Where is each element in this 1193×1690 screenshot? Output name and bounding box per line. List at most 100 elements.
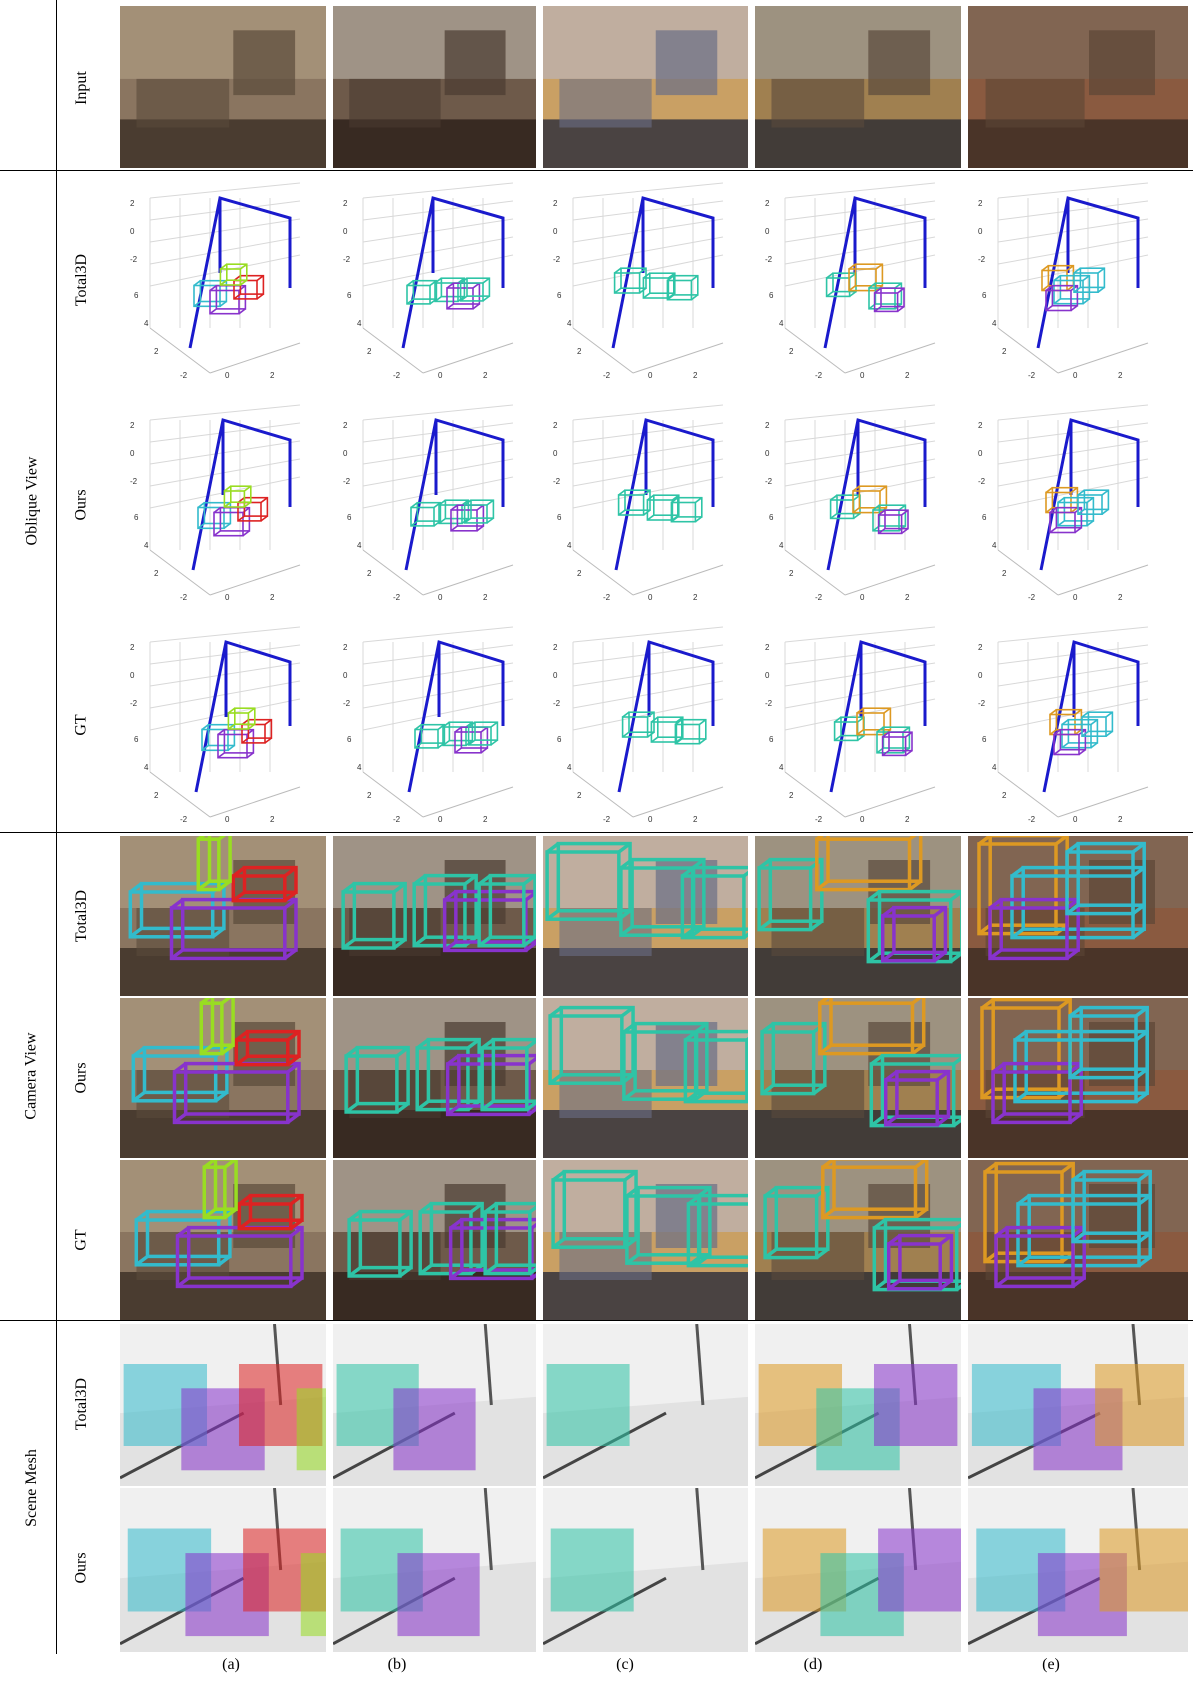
left-group-rule: [56, 0, 57, 1654]
plot-grid: [149, 182, 301, 374]
column-label-d: (d): [803, 1656, 823, 1673]
bounding-box-3d: [1077, 489, 1110, 516]
row-label-mesh-total3d: Total3D: [73, 1377, 91, 1431]
x-tick-label: 0: [1073, 593, 1078, 602]
y-tick-label: 4: [992, 319, 997, 328]
z-tick-label: 2: [130, 643, 135, 652]
x-tick-label: 0: [438, 593, 443, 602]
group-label-scene-mesh: Scene Mesh: [23, 1448, 41, 1527]
z-tick-label: -2: [130, 255, 138, 264]
room-layout-lines: [407, 640, 505, 793]
z-tick-label: 0: [130, 449, 135, 458]
x-tick-label: 0: [860, 371, 865, 380]
y-tick-label: 2: [154, 569, 159, 578]
cell-ob-ours-b: 2 0 -2 6 4 2 -2 0 2: [333, 400, 536, 606]
y-tick-label: 2: [367, 569, 372, 578]
projected-bounding-box: [815, 836, 923, 892]
x-tick-label: 0: [860, 593, 865, 602]
cell-mesh-ours-d: [755, 1488, 961, 1652]
plot-grid: [149, 404, 301, 596]
x-tick-label: 2: [483, 815, 488, 824]
bounding-box-3d: [237, 496, 269, 522]
projected-bounding-box: [686, 1193, 748, 1268]
z-tick-label: 2: [978, 643, 983, 652]
y-tick-label: 6: [134, 513, 139, 522]
y-tick-label: 4: [992, 763, 997, 772]
x-tick-label: 2: [905, 815, 910, 824]
y-tick-label: 6: [134, 735, 139, 744]
projected-bounding-box: [202, 1160, 238, 1220]
projected-bounding-box: [994, 1225, 1086, 1289]
z-tick-label: 0: [553, 671, 558, 680]
cell-cam-gt-c: [543, 1160, 748, 1320]
bounding-box-3d: [848, 263, 884, 292]
x-tick-label: 0: [648, 815, 653, 824]
z-tick-label: -2: [978, 255, 986, 264]
bounding-box-3d: [877, 509, 909, 535]
x-tick-label: 0: [225, 371, 230, 380]
cell-cam-total3d-b: [333, 836, 536, 996]
projected-bounding-box: [1065, 841, 1146, 916]
x-tick-label: -2: [393, 815, 401, 824]
cell-cam-gt-d: [755, 1160, 961, 1320]
projected-bounding-box: [175, 1225, 304, 1289]
bounding-box-3d: [617, 489, 651, 516]
cell-ob-total3d-d: 2 0 -2 6 4 2 -2 0 2: [755, 178, 961, 384]
y-tick-label: 6: [347, 513, 352, 522]
x-tick-label: 0: [438, 815, 443, 824]
row-label-input: Input: [73, 71, 90, 105]
cell-cam-ours-e: [968, 998, 1188, 1158]
projected-bounding-box: [418, 1201, 484, 1276]
column-label-e: (e): [1042, 1656, 1060, 1673]
bounding-box-3d: [621, 711, 655, 738]
cell-mesh-total3d-a: [120, 1324, 326, 1486]
z-tick-label: 2: [130, 421, 135, 430]
x-tick-label: -2: [1028, 815, 1036, 824]
cell-input-a: [120, 6, 326, 168]
y-tick-label: 2: [577, 347, 582, 356]
x-tick-label: 0: [1073, 815, 1078, 824]
bounding-box-3d: [463, 499, 495, 524]
z-tick-label: -2: [765, 699, 773, 708]
plot-grid: [997, 404, 1149, 596]
y-tick-label: 6: [769, 735, 774, 744]
x-tick-label: 0: [648, 593, 653, 602]
plot-grid: [362, 182, 514, 374]
x-tick-label: -2: [393, 371, 401, 380]
bounding-box-3d: [670, 496, 703, 523]
cell-cam-gt-e: [968, 1160, 1188, 1320]
z-tick-label: 0: [978, 671, 983, 680]
z-tick-label: 2: [765, 421, 770, 430]
group-label-camera-view: Camera View: [23, 1032, 40, 1120]
x-tick-label: 2: [1118, 815, 1123, 824]
bounding-box-3d: [666, 274, 699, 301]
z-tick-label: -2: [343, 477, 351, 486]
room-layout-lines: [404, 418, 505, 571]
projected-bounding-box: [415, 1037, 481, 1112]
x-tick-label: 0: [1073, 371, 1078, 380]
cell-ob-total3d-c: 2 0 -2 6 4 2 -2 0 2: [543, 178, 748, 384]
y-tick-label: 4: [144, 763, 149, 772]
bounding-box-3d: [1073, 267, 1106, 294]
y-tick-label: 2: [789, 347, 794, 356]
cell-mesh-ours-b: [333, 1488, 536, 1652]
bounding-box-3d: [406, 279, 438, 305]
x-tick-label: 0: [648, 371, 653, 380]
cell-ob-gt-e: 2 0 -2 6 4 2 -2 0 2: [968, 622, 1188, 828]
projected-bounding-box: [991, 1061, 1083, 1125]
projected-bounding-box: [760, 1021, 827, 1096]
y-tick-label: 4: [567, 541, 572, 550]
y-tick-label: 2: [577, 791, 582, 800]
z-tick-label: 2: [553, 421, 558, 430]
cell-ob-ours-c: 2 0 -2 6 4 2 -2 0 2: [543, 400, 748, 606]
projected-bounding-box: [683, 1029, 748, 1104]
cell-cam-total3d-d: [755, 836, 961, 996]
x-tick-label: -2: [393, 593, 401, 602]
y-tick-label: 6: [347, 735, 352, 744]
separator-oblique-camera: [0, 832, 1193, 833]
cell-ob-total3d-a: 2 0 -2 6 4 2 -2 0 2: [120, 178, 326, 384]
projected-bounding-box: [199, 998, 235, 1056]
bounding-box-3d: [613, 267, 647, 294]
room-layout-lines: [1042, 640, 1140, 793]
reconstructed-mesh: [873, 1364, 958, 1446]
